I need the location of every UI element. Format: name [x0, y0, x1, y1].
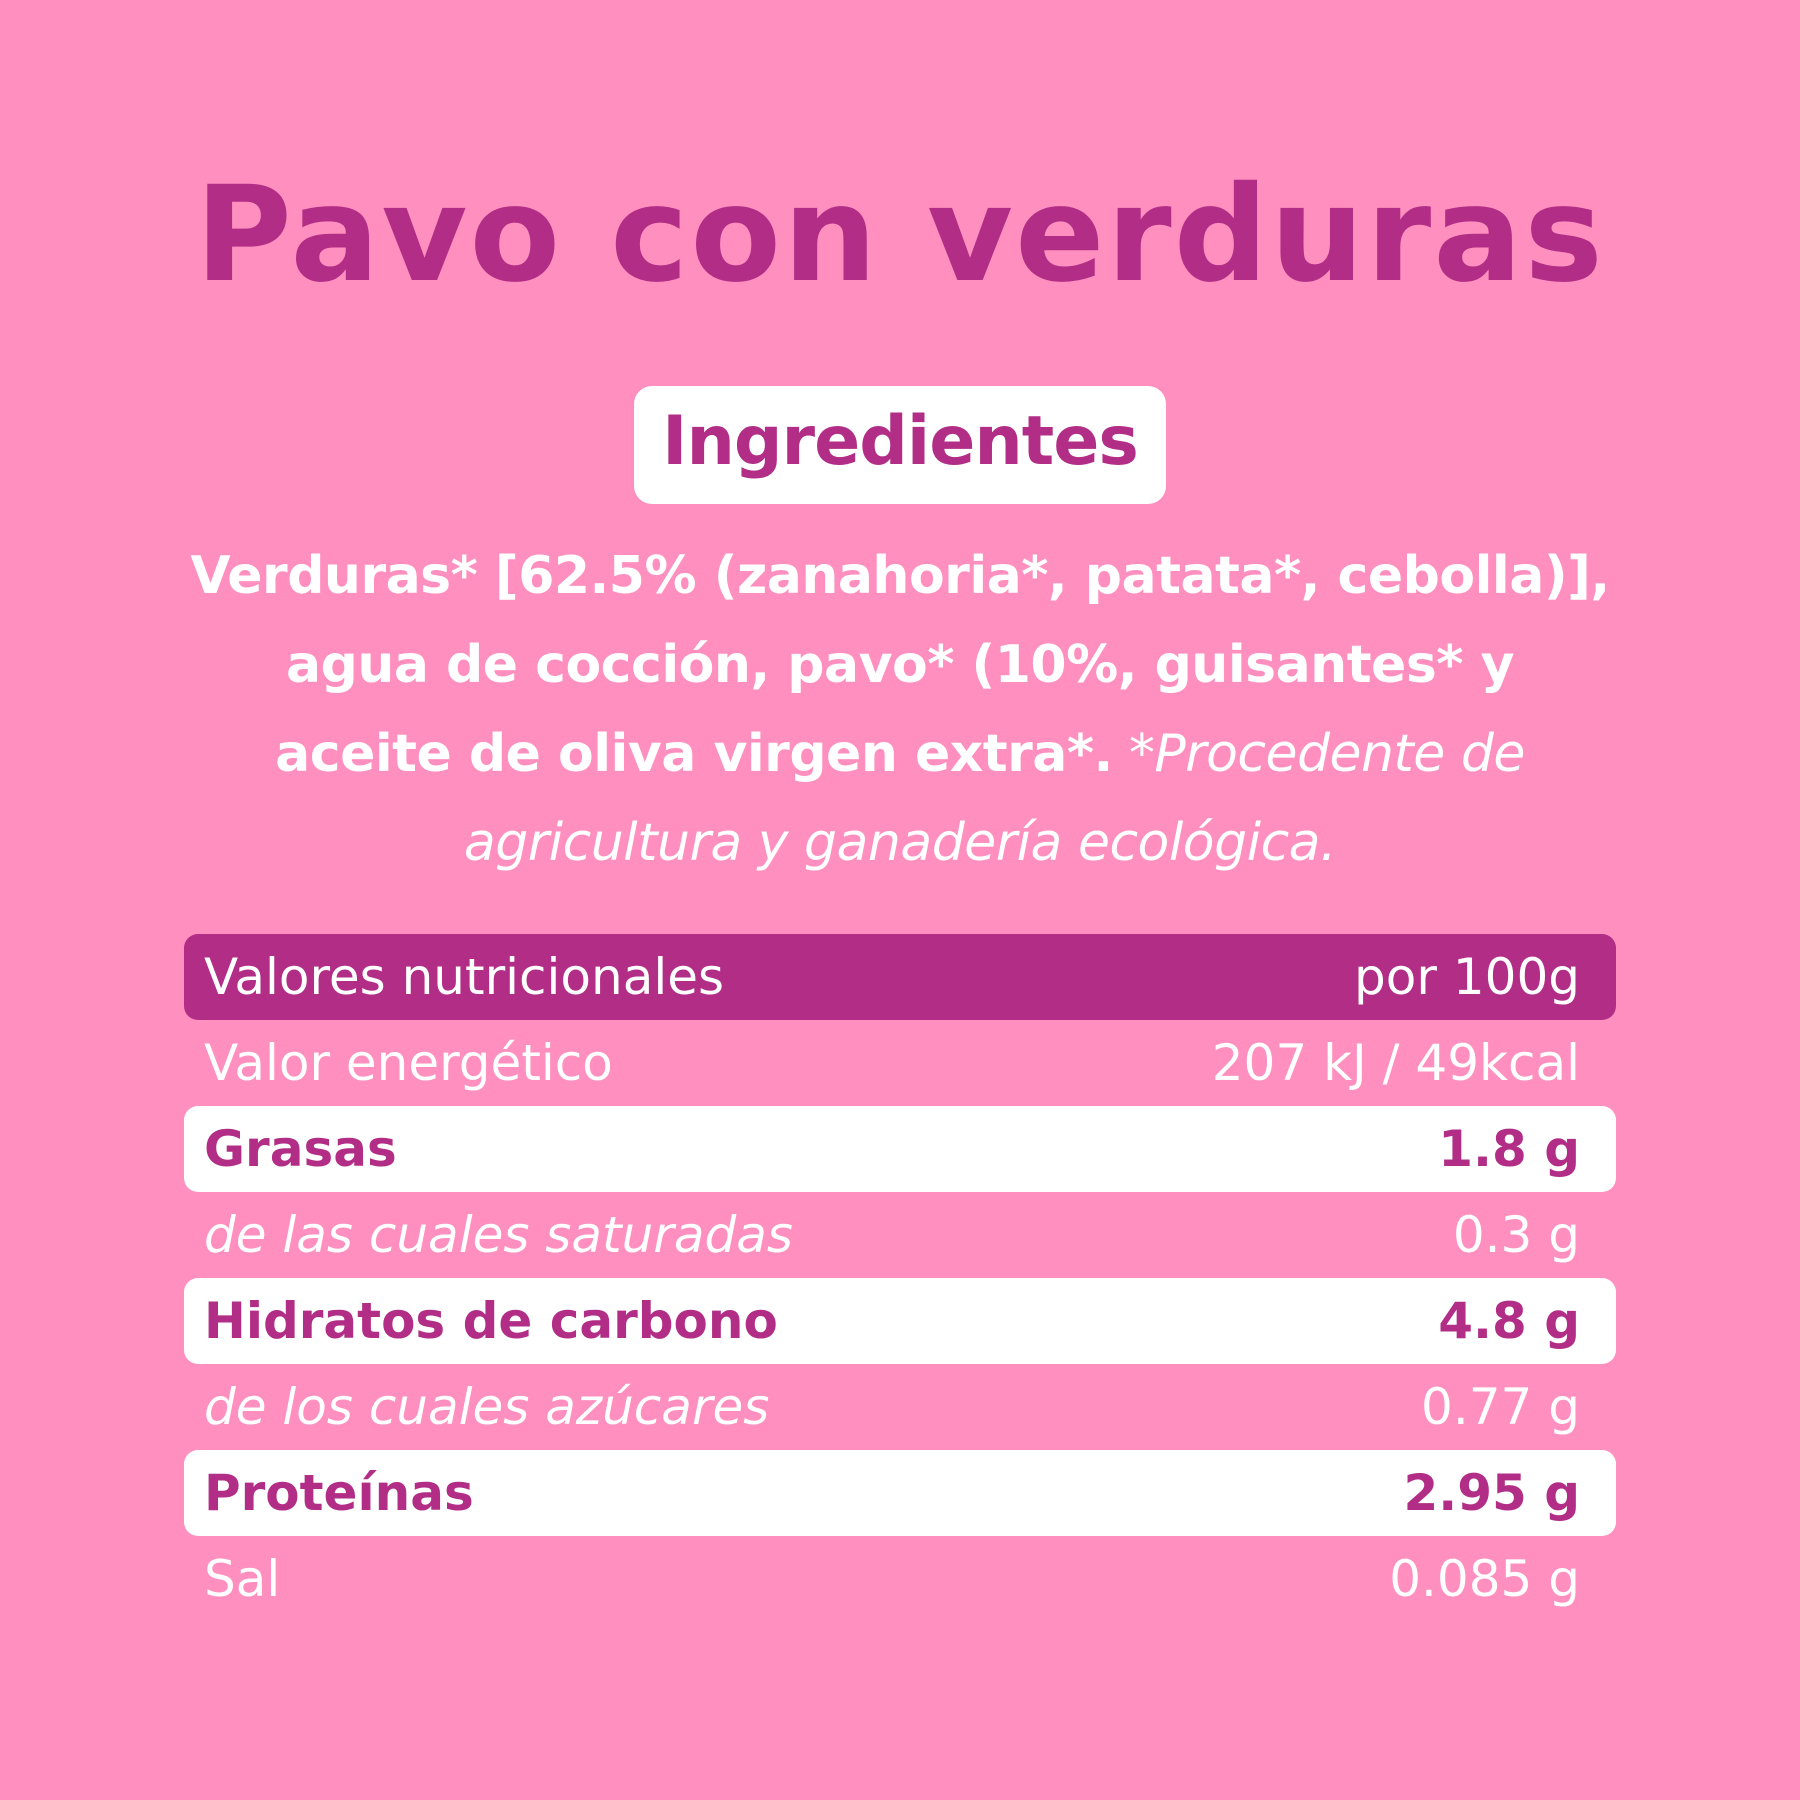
nutrient-label: de las cuales saturadas: [204, 1206, 793, 1264]
ingredients-badge: Ingredientes: [634, 386, 1166, 504]
nutrition-row-fat: Grasas 1.8 g: [184, 1106, 1616, 1192]
ingredients-text: Verduras* [62.5% (zanahoria*, patata*, c…: [190, 532, 1610, 888]
nutrition-row-protein: Proteínas 2.95 g: [184, 1450, 1616, 1536]
nutrient-label: Hidratos de carbono: [204, 1292, 778, 1350]
nutrient-value: 1.8 g: [1438, 1120, 1580, 1178]
nutrition-row-sugars: de los cuales azúcares 0.77 g: [184, 1364, 1616, 1450]
nutrition-header-label: Valores nutricionales: [204, 948, 725, 1006]
ingredients-badge-container: Ingredientes: [0, 386, 1800, 504]
nutrient-label: Proteínas: [204, 1464, 474, 1522]
nutrient-label: Sal: [204, 1550, 281, 1608]
nutrition-header-unit: por 100g: [1354, 948, 1580, 1006]
nutrient-value: 0.3 g: [1452, 1206, 1580, 1264]
ingredients-list: Verduras* [62.5% (zanahoria*, patata*, c…: [190, 546, 1610, 784]
nutrient-value: 0.085 g: [1389, 1550, 1580, 1608]
nutrient-value: 2.95 g: [1403, 1464, 1580, 1522]
nutrition-row-carbohydrates: Hidratos de carbono 4.8 g: [184, 1278, 1616, 1364]
nutrient-value: 4.8 g: [1438, 1292, 1580, 1350]
nutrient-label: Valor energético: [204, 1034, 613, 1092]
nutrition-row-energy: Valor energético 207 kJ / 49kcal: [184, 1020, 1616, 1106]
nutrition-header: Valores nutricionales por 100g: [184, 934, 1616, 1020]
nutrient-label: Grasas: [204, 1120, 397, 1178]
nutrition-row-saturated-fat: de las cuales saturadas 0.3 g: [184, 1192, 1616, 1278]
ingredients-organic-note: *Procedente de agricultura y ganadería e…: [463, 724, 1525, 873]
product-title: Pavo con verduras: [195, 158, 1605, 312]
nutrition-table: Valores nutricionales por 100g Valor ene…: [184, 934, 1616, 1622]
nutrient-value: 207 kJ / 49kcal: [1211, 1034, 1580, 1092]
nutrient-value: 0.77 g: [1421, 1378, 1580, 1436]
nutrition-row-salt: Sal 0.085 g: [184, 1536, 1616, 1622]
nutrient-label: de los cuales azúcares: [204, 1378, 770, 1436]
